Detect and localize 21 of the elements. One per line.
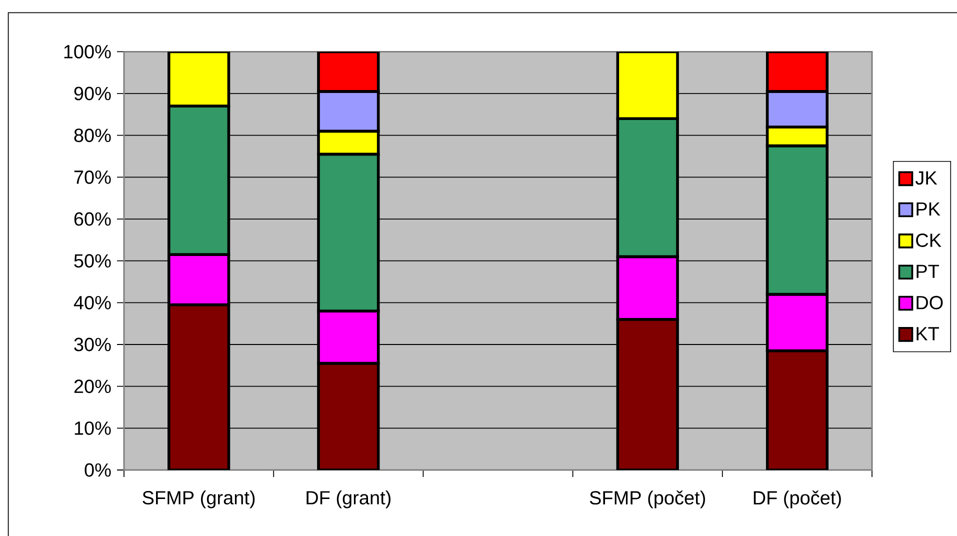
y-tick-label: 30% <box>74 338 111 352</box>
legend-label: KT <box>916 327 939 340</box>
x-tick-label: DF (grant) <box>306 490 390 508</box>
x-tick-label: DF (počet) <box>754 490 841 508</box>
y-tick-label: 60% <box>74 212 111 226</box>
legend-label: JK <box>915 171 938 185</box>
y-tick-label: 100% <box>64 44 111 58</box>
legend-label: DO <box>916 296 943 310</box>
y-tick-label: 10% <box>74 421 111 435</box>
y-tick-label: 40% <box>74 296 111 310</box>
x-tick-label: SFMP (počet) <box>590 490 705 508</box>
legend-label: CK <box>916 234 942 247</box>
y-tick-label: 80% <box>74 128 111 142</box>
y-tick-label: 20% <box>74 380 111 394</box>
legend-label: PT <box>916 264 939 278</box>
y-tick-label: 50% <box>74 254 111 268</box>
x-tick-label: SFMP (grant) <box>142 490 255 508</box>
legend-label: PK <box>916 202 940 216</box>
y-tick-label: 90% <box>74 86 111 100</box>
y-tick-label: 0% <box>84 463 111 477</box>
y-tick-label: 70% <box>74 170 111 184</box>
